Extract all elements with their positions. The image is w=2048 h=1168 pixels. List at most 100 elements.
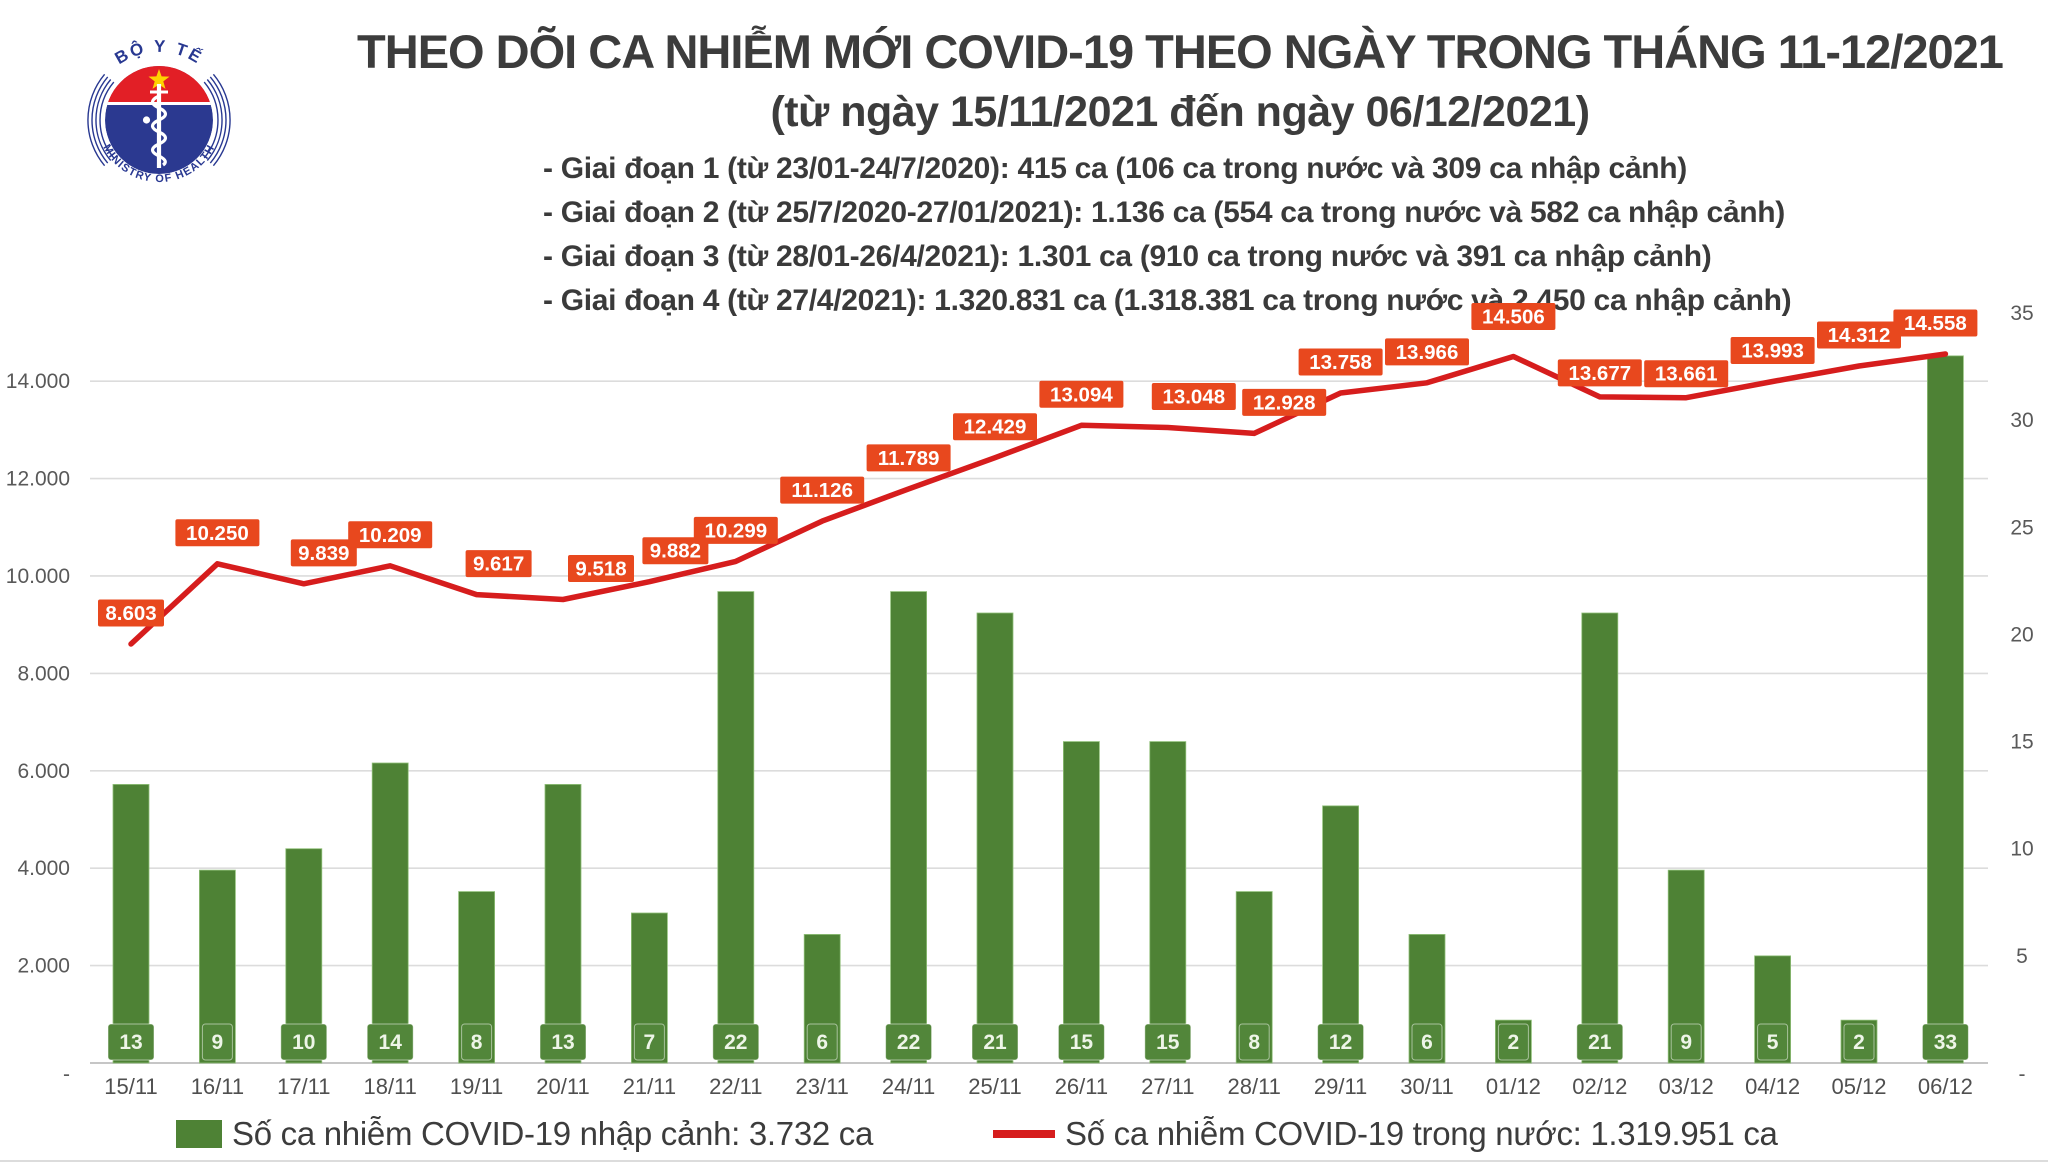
left-axis-tick: 12.000 — [6, 468, 70, 491]
bar-value-label: 9 — [212, 1031, 224, 1054]
bar-value-box — [1670, 1023, 1702, 1061]
x-axis-date-label: 15/11 — [104, 1074, 157, 1099]
right-axis-tick: 35 — [2010, 302, 2033, 325]
x-axis-date-label: 27/11 — [1141, 1074, 1194, 1099]
bar-value-label: 21 — [983, 1031, 1007, 1054]
bar — [544, 784, 582, 1064]
line-value-box — [98, 599, 164, 627]
left-axis-tick: 8.000 — [17, 662, 70, 685]
bar-value-label: 15 — [1070, 1031, 1094, 1054]
bar-value-label: 12 — [1329, 1031, 1352, 1054]
bar-value-label: 21 — [1588, 1031, 1612, 1054]
bar-value-label: 7 — [644, 1031, 656, 1054]
line-value-label: 11.789 — [878, 447, 940, 470]
line-value-box — [1817, 321, 1901, 349]
line-value-label: 14.506 — [1482, 306, 1545, 329]
bar-value-label: 13 — [119, 1031, 142, 1054]
moh-logo: BỘ Y TẾ MINISTRY OF HEALTH — [87, 37, 231, 185]
bar-value-box — [1317, 1023, 1365, 1061]
x-axis-date-label: 17/11 — [277, 1074, 330, 1099]
x-axis-date-label: 05/12 — [1831, 1074, 1886, 1099]
bar-value-box — [1843, 1023, 1875, 1061]
bar-value-box — [461, 1023, 493, 1061]
left-axis-tick: 14.000 — [6, 370, 70, 393]
bar-value-box — [1576, 1023, 1624, 1061]
line-value-label: 9.617 — [473, 553, 524, 576]
bar-value-box — [633, 1023, 665, 1061]
line-value-label: 13.094 — [1050, 383, 1113, 406]
right-axis-tick: 5 — [2016, 945, 2028, 968]
bar-value-label: 13 — [551, 1031, 574, 1054]
x-axis-date-label: 21/11 — [623, 1074, 676, 1099]
line-value-box — [1893, 309, 1978, 337]
phase-4-line: - Giai đoạn 4 (từ 27/4/2021): 1.320.831 … — [543, 284, 1792, 317]
line-value-label: 14.558 — [1904, 312, 1967, 335]
bar-value-label: 8 — [471, 1031, 483, 1054]
line-value-box — [1039, 380, 1124, 408]
phase-2-line: - Giai đoạn 2 (từ 25/7/2020-27/01/2021):… — [543, 196, 1785, 229]
phase-1-line: - Giai đoạn 1 (từ 23/01-24/7/2020): 415 … — [543, 152, 1687, 185]
domestic-cases-line — [128, 351, 1949, 647]
x-axis-date-label: 23/11 — [795, 1074, 848, 1099]
bar — [1927, 355, 1964, 1064]
right-axis-tick: 10 — [2010, 838, 2033, 861]
bar-value-box — [1238, 1023, 1270, 1061]
line-value-box — [348, 521, 433, 549]
bar-value-label: 15 — [1156, 1031, 1180, 1054]
x-axis-date-label: 25/11 — [968, 1074, 1021, 1099]
line-value-box — [953, 413, 1037, 441]
bar-value-label: 8 — [1248, 1031, 1260, 1054]
right-axis-tick: 15 — [2010, 731, 2033, 754]
x-axis-date-label: 04/12 — [1745, 1074, 1800, 1099]
line-value-label: 9.518 — [575, 557, 626, 580]
line-value-label: 13.993 — [1741, 340, 1804, 363]
x-axis-date-label: 29/11 — [1314, 1074, 1367, 1099]
x-axis-date-label: 18/11 — [363, 1074, 416, 1099]
left-axis-tick: 6.000 — [17, 760, 70, 783]
page-title: THEO DÕI CA NHIỄM MỚI COVID-19 THEO NGÀY… — [357, 25, 2004, 78]
left-axis-tick: 4.000 — [17, 857, 70, 880]
line-value-box — [642, 537, 709, 565]
bar-value-box — [971, 1023, 1019, 1061]
line-value-box — [1644, 360, 1729, 388]
bar — [371, 762, 409, 1064]
bottom-divider — [0, 1160, 2048, 1162]
line-value-label: 13.677 — [1568, 362, 1631, 385]
bar — [717, 591, 755, 1064]
bar-value-label: 10 — [292, 1031, 315, 1054]
x-axis-date-label: 22/11 — [709, 1074, 762, 1099]
line-value-label: 10.209 — [359, 524, 422, 547]
phase-summary-list: - Giai đoạn 1 (từ 23/01-24/7/2020): 415 … — [543, 147, 1792, 323]
bar-value-label: 14 — [379, 1031, 403, 1054]
bar-value-box — [1921, 1023, 1969, 1061]
x-axis-date-label: 19/11 — [450, 1074, 503, 1099]
bar-value-box — [280, 1023, 328, 1061]
bar — [112, 784, 150, 1064]
right-axis-tick: 25 — [2010, 516, 2033, 539]
bar-value-box — [806, 1023, 838, 1061]
line-value-label: 8.603 — [105, 602, 156, 625]
x-axis-date-label: 30/11 — [1400, 1074, 1453, 1099]
bar-value-box — [201, 1023, 233, 1061]
line-value-label: 13.966 — [1396, 341, 1459, 364]
line-value-label: 9.839 — [298, 542, 349, 565]
bar-value-label: 6 — [816, 1031, 828, 1054]
left-axis-tick: - — [63, 1063, 70, 1086]
line-value-box — [1242, 388, 1327, 416]
phase-3-line: - Giai đoạn 3 (từ 28/01-26/4/2021): 1.30… — [543, 240, 1712, 273]
right-axis-tick: 30 — [2010, 409, 2033, 432]
bar-value-label: 22 — [724, 1031, 747, 1054]
line-value-label: 10.250 — [186, 522, 249, 545]
line-value-label: 9.882 — [650, 540, 701, 563]
x-axis-date-label: 06/12 — [1918, 1074, 1973, 1099]
line-value-box — [1471, 303, 1556, 331]
x-axis-date-label: 01/12 — [1486, 1074, 1541, 1099]
line-value-box — [780, 476, 865, 504]
x-axis-date-label: 24/11 — [882, 1074, 935, 1099]
bar — [1149, 741, 1187, 1064]
legend-entry-domestic: Số ca nhiễm COVID-19 trong nước: 1.319.9… — [993, 1114, 1778, 1154]
bar — [890, 591, 927, 1064]
bar-value-box — [366, 1023, 414, 1061]
bar-value-box — [1497, 1023, 1529, 1061]
